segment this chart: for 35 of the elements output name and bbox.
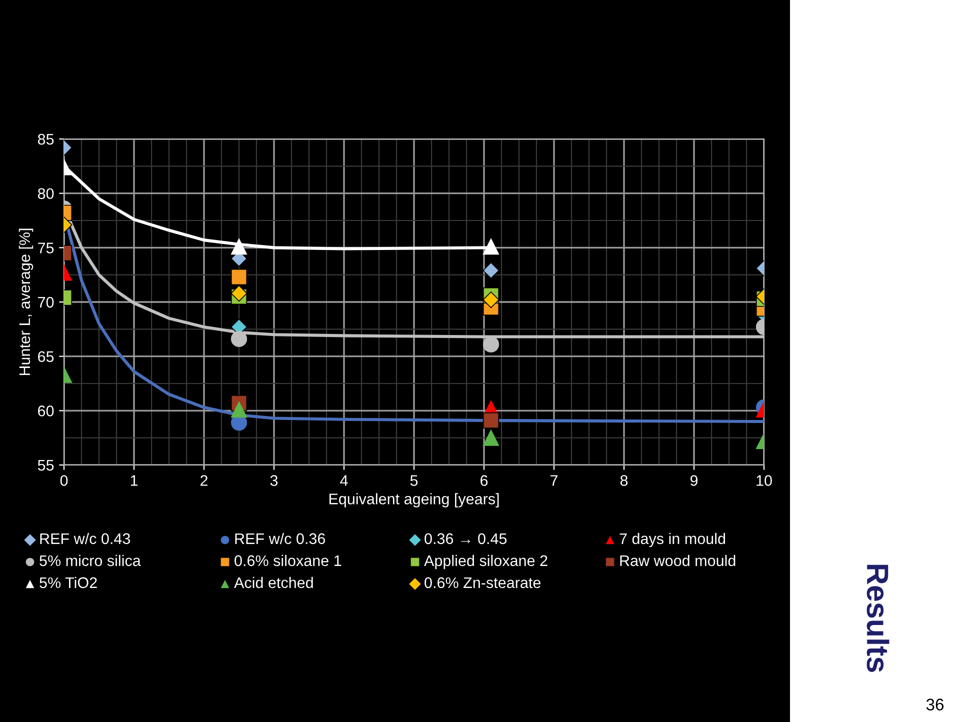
point xyxy=(482,238,500,255)
x-tick-label: 7 xyxy=(550,475,558,486)
y-tick-label: 60 xyxy=(38,406,54,416)
x-tick-label: 4 xyxy=(340,475,348,486)
x-tick-label: 3 xyxy=(270,475,278,486)
x-tick-label: 6 xyxy=(480,475,488,486)
y-tick-label: 55 xyxy=(38,460,54,471)
point xyxy=(482,412,500,429)
text: 36 xyxy=(926,698,944,710)
legend-label: 5% TiO2 xyxy=(40,576,97,588)
legend-label: 0.6% Zn-stearate xyxy=(424,577,541,588)
y-tick-label: 75 xyxy=(38,242,54,254)
legend-label: 0.6% siloxane 1 xyxy=(234,554,342,566)
legend-label: 5% micro silica xyxy=(40,554,141,566)
legend-label: Acid etched xyxy=(234,576,313,588)
legend-label: 0.36 → 0.45 xyxy=(424,533,507,544)
x-tick-label: 5 xyxy=(410,475,418,486)
x-tick-label: 1 xyxy=(130,475,138,486)
y-tick-label: 80 xyxy=(38,188,54,200)
legend-label: Applied siloxane 2 xyxy=(424,554,548,570)
y-tick-label: 70 xyxy=(38,296,54,308)
legend-label: Raw wood mould xyxy=(620,554,736,566)
y-axis-title: Hunter L, average [%] xyxy=(18,228,34,376)
x-axis-title: Equivalent ageing [years] xyxy=(329,493,499,508)
legend-label: 7 days in mould xyxy=(620,532,726,548)
text: Results xyxy=(866,564,890,672)
x-tick-label: 9 xyxy=(690,475,698,486)
x-tick-label: 10 xyxy=(756,475,772,486)
y-tick-label: 85 xyxy=(38,134,54,145)
legend-label: REF w/c 0.36 xyxy=(235,532,326,544)
y-tick-label: 65 xyxy=(38,351,54,362)
x-tick-label: 8 xyxy=(620,475,628,486)
x-tick-label: 0 xyxy=(60,475,68,486)
x-tick-label: 2 xyxy=(200,475,208,486)
legend-label: REF w/c 0.43 xyxy=(40,532,130,544)
